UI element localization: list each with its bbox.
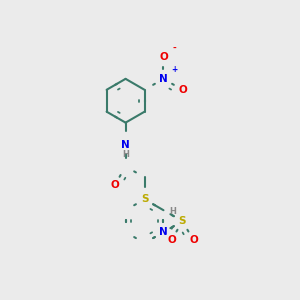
Text: O: O: [110, 180, 119, 190]
Text: N: N: [159, 227, 168, 237]
Text: O: O: [189, 235, 198, 245]
Text: -: -: [172, 44, 176, 52]
Text: N: N: [159, 74, 168, 84]
Text: O: O: [159, 52, 168, 62]
Text: +: +: [171, 65, 178, 74]
Text: H: H: [169, 207, 176, 216]
Text: N: N: [178, 216, 187, 226]
Text: S: S: [141, 194, 148, 204]
Text: O: O: [167, 235, 176, 245]
Text: S: S: [179, 216, 186, 226]
Text: N: N: [121, 140, 130, 149]
Text: O: O: [178, 85, 187, 95]
Text: H: H: [122, 150, 129, 159]
